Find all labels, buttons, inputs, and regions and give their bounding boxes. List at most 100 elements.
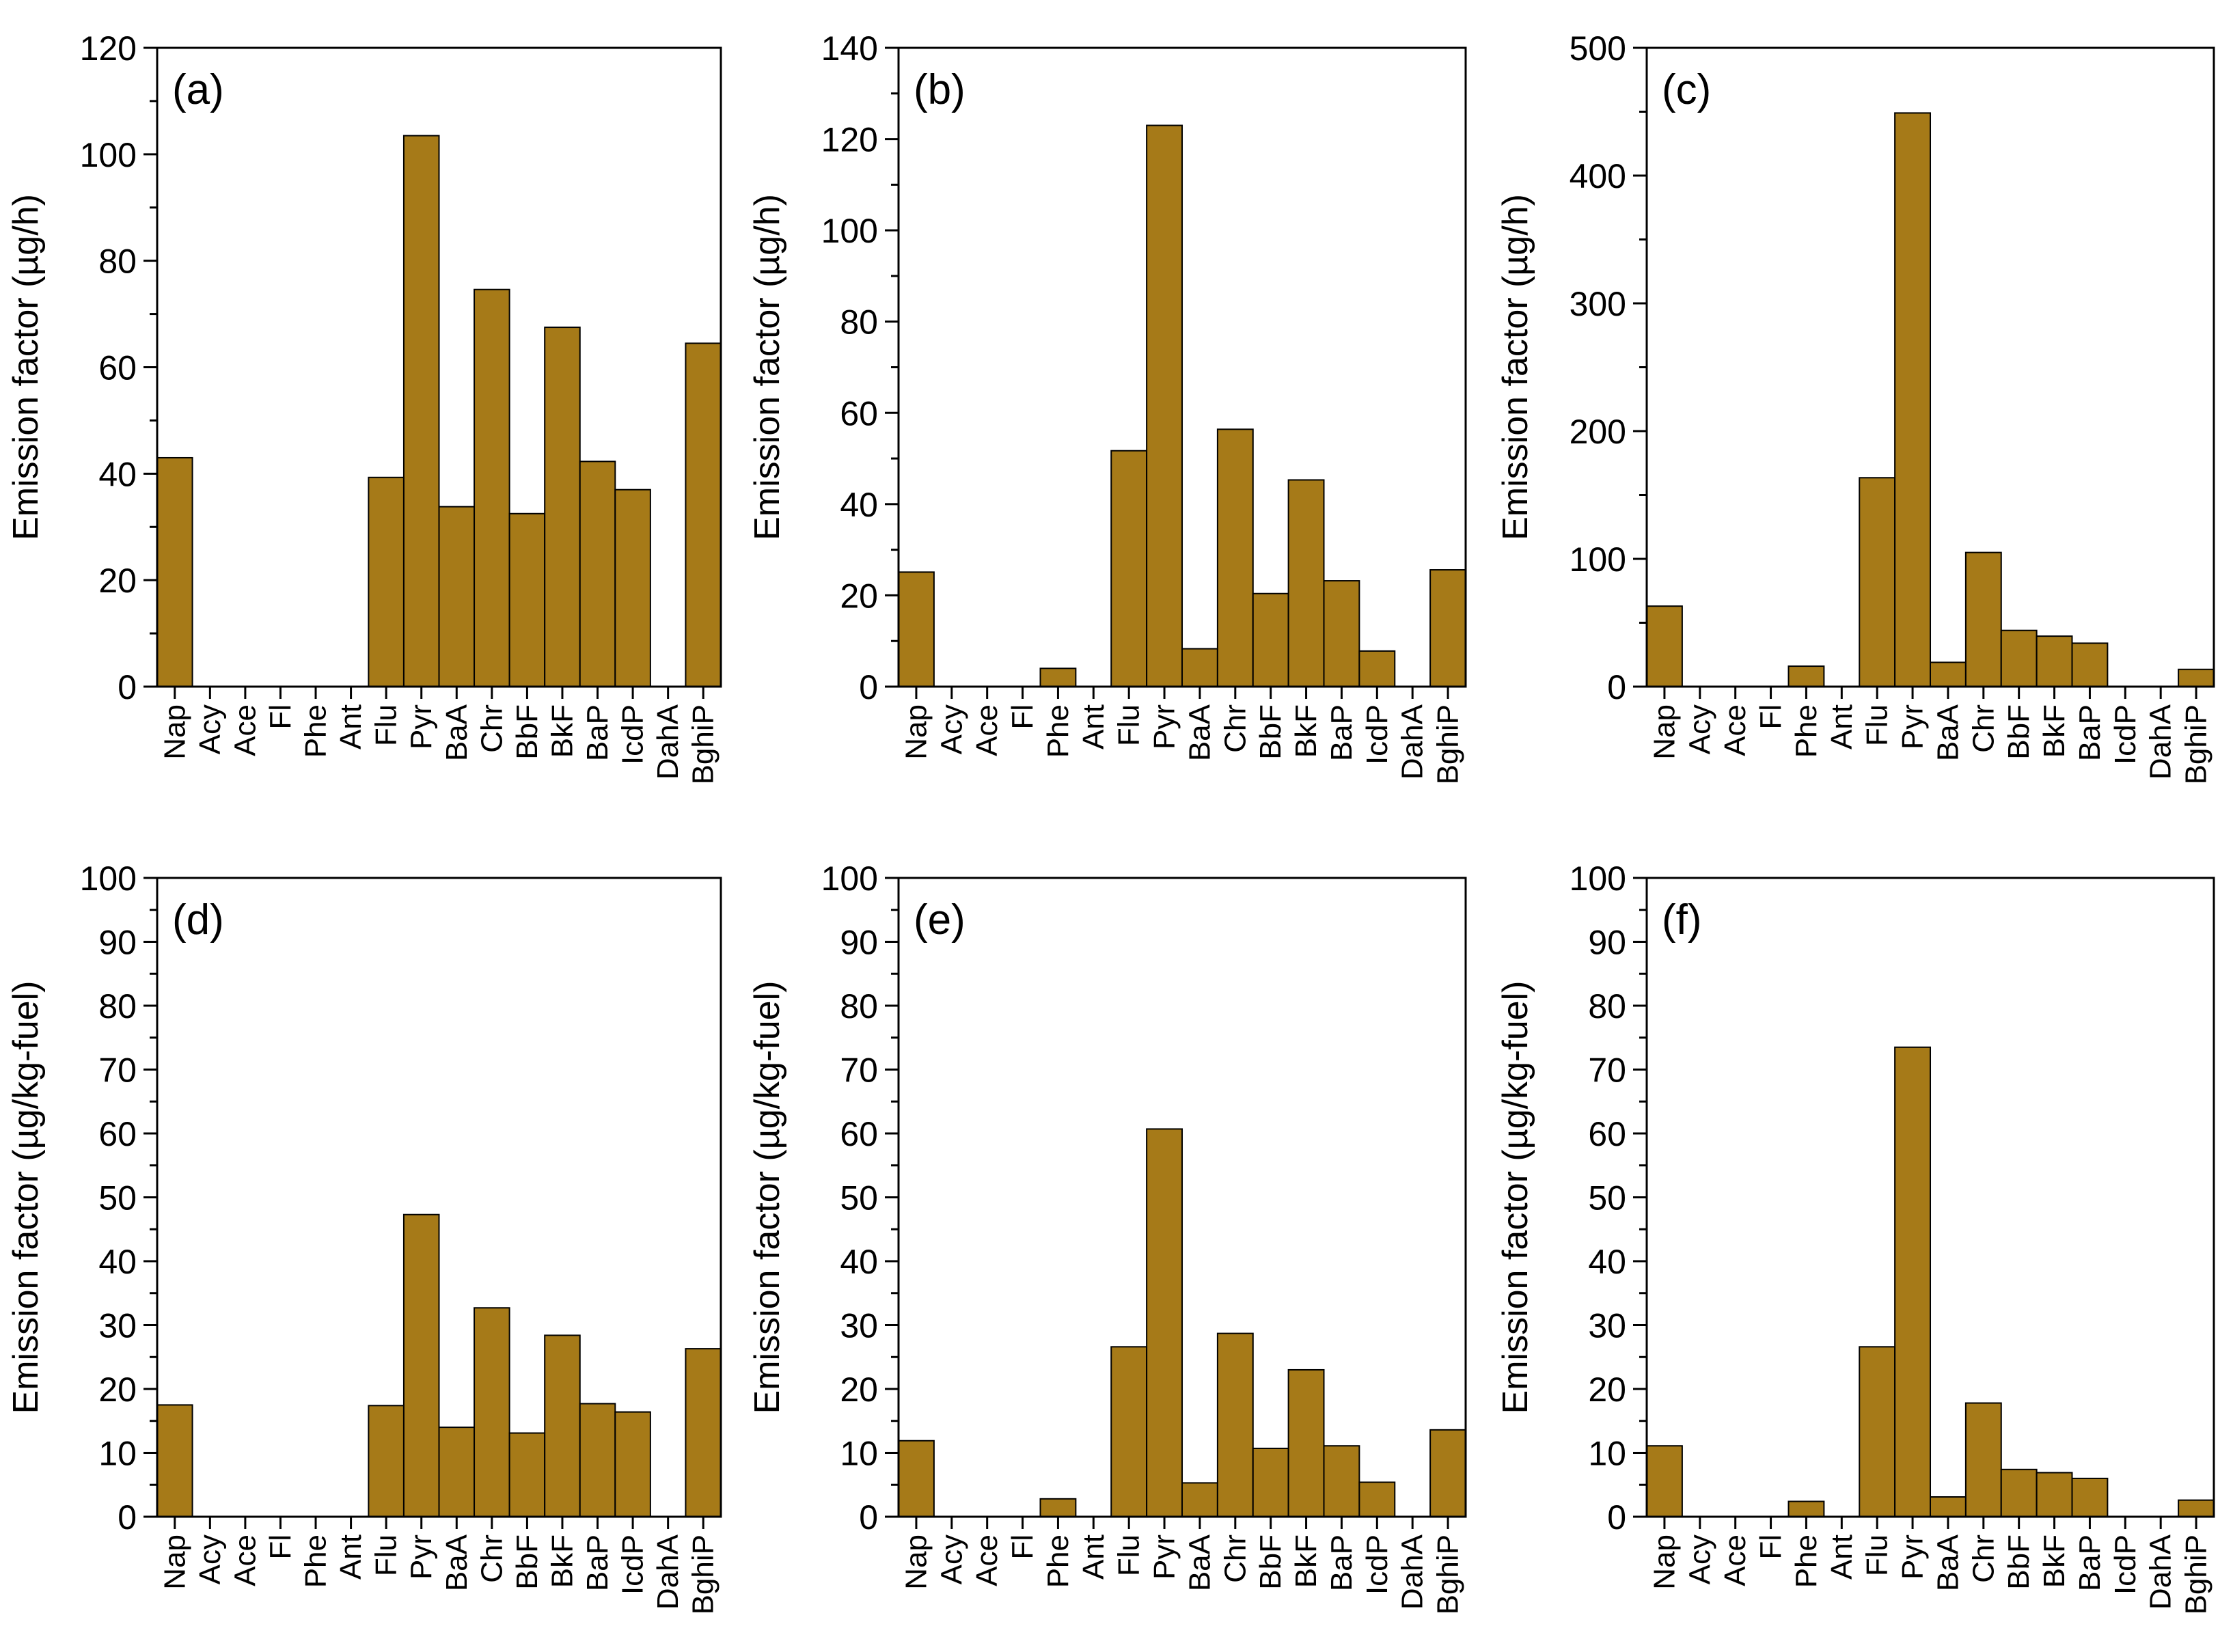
y-tick-label: 30 (1588, 1307, 1626, 1345)
panel-label: (a) (172, 66, 224, 113)
bar-bbf (1252, 592, 1289, 688)
x-tick-label-ant: Ant (1825, 1534, 1859, 1580)
y-tick-label: 70 (98, 1051, 137, 1090)
x-tick-label-icdp: IcdP (2109, 704, 2142, 765)
y-tick-label: 0 (859, 668, 878, 706)
y-tick-label: 60 (840, 1115, 878, 1153)
x-tick-label-bghip: BghiP (687, 704, 720, 784)
y-tick-label: 100 (1570, 859, 1626, 898)
x-tick-label-chr: Chr (1218, 704, 1252, 753)
y-tick-label: 20 (840, 1371, 878, 1409)
x-tick-label-bap: BaP (1325, 704, 1358, 761)
y-tick-label: 0 (859, 1498, 878, 1537)
x-tick-label-ant: Ant (1077, 704, 1110, 749)
bar-flu (368, 1405, 405, 1518)
x-tick-label-nap: Nap (1647, 704, 1681, 760)
x-tick-label-daha: DahA (651, 704, 685, 780)
x-tick-label-ant: Ant (334, 1534, 368, 1580)
x-tick-label-icdp: IcdP (616, 704, 650, 765)
bar-baa (1181, 1482, 1218, 1517)
y-tick-label: 90 (98, 924, 137, 962)
bar-bbf (2000, 1468, 2038, 1518)
y-tick-label: 0 (118, 668, 137, 706)
y-axis-title: Emission factor (µg/h) (1496, 194, 1535, 540)
x-tick-label-pyr: Pyr (1148, 1534, 1181, 1580)
bar-pyr (402, 135, 440, 687)
x-tick-label-ace: Ace (1718, 1534, 1752, 1586)
y-tick-label: 60 (1588, 1115, 1626, 1153)
x-tick-label-phe: Phe (1790, 1534, 1823, 1588)
bar-bbf (508, 1432, 546, 1518)
y-tick-label: 30 (98, 1307, 137, 1345)
bar-pyr (1894, 112, 1932, 687)
x-tick-label-flu: Flu (1861, 1534, 1894, 1576)
x-tick-label-bap: BaP (1325, 1534, 1358, 1591)
y-tick-label: 10 (98, 1435, 137, 1473)
bar-bghip (1429, 1429, 1467, 1518)
x-tick-label-ace: Ace (970, 1534, 1004, 1586)
bar-flu (368, 476, 405, 687)
bar-bap (2071, 1477, 2109, 1517)
x-tick-label-bbf: BbF (1254, 704, 1287, 760)
x-tick-label-pyr: Pyr (1896, 704, 1930, 749)
bar-baa (438, 1427, 476, 1518)
bar-baa (438, 506, 476, 687)
y-tick-label: 50 (98, 1179, 137, 1217)
x-tick-label-nap: Nap (899, 704, 933, 760)
y-axis-title: Emission factor (µg/kg-fuel) (6, 981, 46, 1414)
x-tick-label-bbf: BbF (2002, 1534, 2036, 1590)
chart-panel-e: 0 10 20 30 40 50 60 70 80 90 100 Nap Acy Ace Fl Phe Ant F… (748, 859, 1467, 1614)
x-tick-label-phe: Phe (1041, 1534, 1075, 1588)
y-tick-label: 80 (1588, 987, 1626, 1025)
y-tick-label: 10 (840, 1435, 878, 1473)
x-tick-label-acy: Acy (193, 704, 227, 754)
x-tick-label-fl: Fl (1006, 1534, 1039, 1560)
bar-pyr (402, 1213, 440, 1517)
x-tick-label-bbf: BbF (510, 1534, 544, 1590)
y-tick-label: 120 (80, 29, 137, 68)
y-tick-label: 40 (840, 1243, 878, 1281)
y-tick-label: 100 (821, 859, 878, 898)
y-tick-label: 100 (1570, 540, 1626, 579)
bar-bkf (2036, 1472, 2073, 1517)
bar-chr (1964, 1402, 2002, 1518)
x-tick-label-nap: Nap (158, 1534, 191, 1590)
y-tick-label: 100 (821, 212, 878, 250)
x-tick-label-phe: Phe (1790, 704, 1823, 758)
x-tick-label-baa: BaA (1931, 704, 1964, 761)
x-tick-label-bap: BaP (581, 1534, 614, 1591)
bar-flu (1110, 1346, 1148, 1518)
y-tick-label: 90 (840, 924, 878, 962)
bar-bap (1323, 580, 1360, 687)
x-tick-label-ace: Ace (228, 1534, 262, 1586)
bar-icdp (614, 1411, 651, 1517)
y-tick-label: 40 (98, 455, 137, 493)
x-tick-label-daha: DahA (2144, 1534, 2178, 1610)
x-tick-label-bap: BaP (2073, 1534, 2107, 1591)
bar-bghip (685, 1348, 722, 1517)
x-tick-label-bkf: BkF (1289, 704, 1323, 758)
x-tick-label-bkf: BkF (2038, 1534, 2071, 1588)
x-tick-label-pyr: Pyr (405, 1534, 438, 1580)
y-tick-label: 10 (1588, 1435, 1626, 1473)
x-tick-label-bap: BaP (2073, 704, 2107, 761)
bar-flu (1110, 450, 1148, 687)
bar-chr (1216, 428, 1254, 688)
x-tick-label-daha: DahA (651, 1534, 685, 1610)
bar-bkf (1287, 1368, 1325, 1517)
y-tick-label: 0 (118, 1498, 137, 1537)
y-axis-title: Emission factor (µg/kg-fuel) (748, 981, 787, 1414)
y-tick-label: 100 (80, 136, 137, 174)
y-tick-label: 70 (1588, 1051, 1626, 1090)
x-tick-label-acy: Acy (193, 1534, 227, 1584)
bar-chr (474, 1307, 510, 1517)
y-tick-label: 50 (840, 1179, 878, 1217)
bar-baa (1930, 661, 1967, 687)
panel-label: (b) (914, 66, 965, 113)
panel-label: (d) (172, 896, 224, 944)
x-tick-label-nap: Nap (1647, 1534, 1681, 1590)
chart-panel-d: 0 10 20 30 40 50 60 70 80 90 100 Nap Acy Ace Fl Phe Ant F… (6, 859, 722, 1614)
